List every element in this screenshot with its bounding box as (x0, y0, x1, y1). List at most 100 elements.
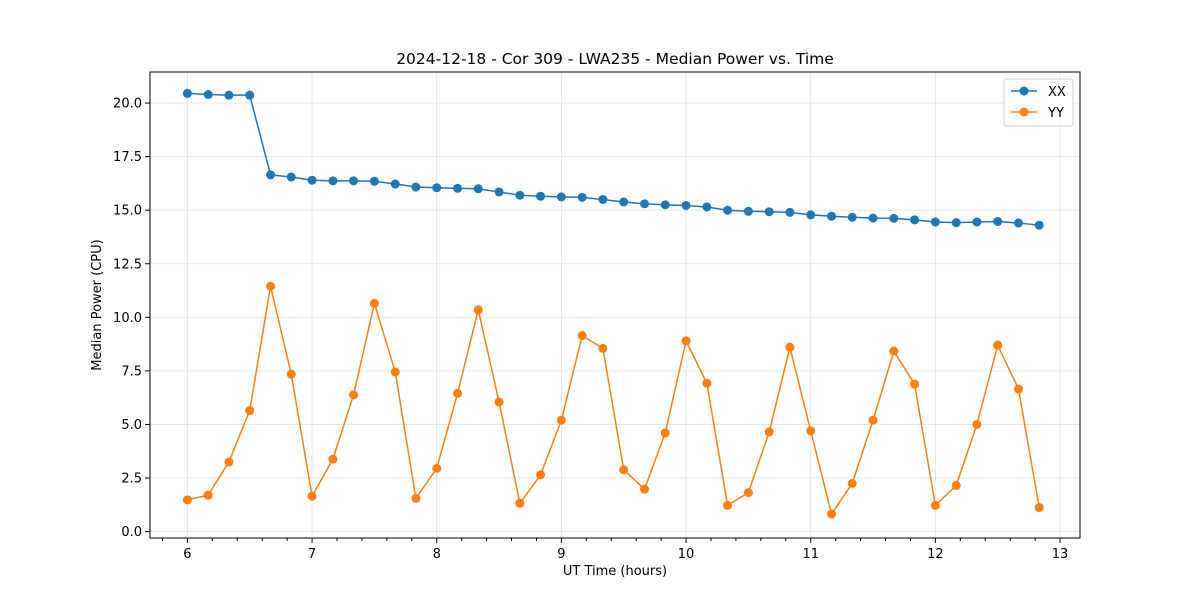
x-tick-label: 13 (1052, 547, 1069, 562)
data-point-xx (1014, 218, 1024, 228)
data-point-xx (951, 218, 961, 228)
data-point-yy (307, 491, 317, 501)
data-point-yy (681, 336, 691, 346)
y-tick-label: 17.5 (113, 150, 142, 165)
series-line-yy (187, 285, 1040, 515)
data-point-xx (889, 213, 899, 223)
data-point-yy (453, 388, 463, 398)
data-point-xx (203, 90, 213, 99)
data-point-yy (910, 379, 920, 389)
legend-marker-yy (1019, 107, 1029, 117)
data-point-xx (245, 90, 255, 100)
data-point-yy (494, 397, 504, 407)
series-yy (182, 281, 1044, 519)
data-point-yy (515, 498, 525, 508)
data-point-yy (556, 415, 566, 425)
legend-label-xx: XX (1048, 85, 1066, 100)
data-point-yy (972, 419, 982, 429)
data-point-xx (972, 217, 982, 227)
data-point-yy (245, 406, 255, 416)
data-point-xx (806, 210, 816, 220)
data-point-xx (723, 205, 733, 215)
data-point-yy (640, 484, 650, 494)
x-tick-label: 6 (183, 547, 191, 562)
data-point-yy (723, 500, 733, 510)
y-tick-label: 20.0 (113, 97, 142, 112)
data-point-yy (182, 495, 192, 505)
data-point-yy (702, 378, 712, 388)
legend-label-yy: YY (1047, 106, 1064, 121)
data-point-yy (536, 470, 546, 480)
data-point-xx (827, 211, 837, 221)
x-tick-label: 7 (308, 547, 316, 562)
data-point-yy (411, 493, 421, 503)
data-point-xx (681, 200, 691, 210)
data-point-yy (432, 463, 442, 473)
data-point-xx (764, 207, 774, 217)
y-tick-label: 5.0 (121, 418, 142, 433)
data-point-xx (328, 176, 338, 186)
series-line-xx (187, 92, 1040, 226)
series-layer (182, 88, 1044, 519)
data-point-xx (411, 182, 421, 192)
data-point-xx (619, 197, 629, 207)
legend: XX YY (1003, 78, 1074, 127)
data-point-yy (473, 305, 483, 315)
data-point-xx (660, 200, 670, 210)
y-tick-label: 10.0 (113, 311, 142, 326)
data-point-xx (785, 207, 795, 217)
data-point-xx (266, 170, 276, 180)
data-point-xx (910, 215, 920, 225)
data-point-xx (598, 194, 608, 204)
y-tick-label: 7.5 (121, 364, 142, 379)
data-point-xx (993, 217, 1003, 227)
data-point-xx (494, 187, 504, 197)
data-point-xx (577, 192, 587, 202)
y-axis-label: Median Power (CPU) (90, 239, 105, 370)
data-point-xx (847, 212, 857, 222)
data-point-yy (224, 457, 234, 467)
data-point-yy (369, 298, 379, 308)
series-xx (182, 88, 1044, 230)
data-point-xx (1034, 220, 1044, 230)
data-point-yy (660, 428, 670, 438)
axes: 6 7 8 9 10 11 12 13 0.0 2.5 5.0 7.5 10.0 12.5 15.0 17.5… (113, 97, 1068, 562)
data-point-xx (556, 192, 566, 202)
data-point-yy (1034, 503, 1044, 513)
data-point-xx (702, 202, 712, 212)
data-point-yy (785, 342, 795, 352)
data-point-yy (577, 331, 587, 341)
chart-title: 2024-12-18 - Cor 309 - LWA235 - Median P… (396, 50, 834, 68)
data-point-xx (868, 213, 878, 223)
data-point-xx (432, 183, 442, 193)
x-tick-label: 10 (678, 547, 695, 562)
data-point-yy (266, 281, 276, 291)
data-point-yy (328, 454, 338, 464)
x-tick-label: 12 (927, 547, 944, 562)
data-point-xx (390, 179, 400, 189)
data-point-xx (453, 183, 463, 193)
data-point-yy (889, 346, 899, 356)
y-tick-label: 15.0 (113, 204, 142, 219)
data-point-xx (515, 190, 525, 200)
y-tick-label: 2.5 (121, 472, 142, 487)
data-point-xx (182, 88, 192, 98)
data-point-yy (806, 426, 816, 436)
data-point-yy (827, 509, 837, 519)
grid (150, 72, 1080, 538)
data-point-xx (349, 176, 359, 186)
x-tick-label: 9 (557, 547, 565, 562)
x-tick-label: 11 (802, 547, 819, 562)
y-tick-label: 12.5 (113, 257, 142, 272)
plot-frame (149, 71, 1081, 539)
data-point-yy (993, 340, 1003, 350)
data-point-xx (224, 90, 234, 100)
data-point-yy (1014, 384, 1024, 394)
data-point-yy (349, 390, 359, 400)
data-point-xx (536, 191, 546, 201)
data-point-yy (764, 427, 774, 437)
data-point-yy (951, 481, 961, 491)
data-point-xx (369, 176, 379, 186)
data-point-yy (619, 465, 629, 475)
